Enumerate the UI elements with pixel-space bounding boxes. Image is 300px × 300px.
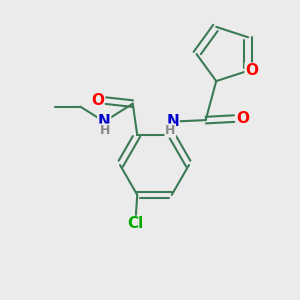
Text: N: N (98, 114, 111, 129)
Text: O: O (236, 111, 249, 126)
Text: H: H (165, 124, 175, 137)
Text: O: O (245, 63, 258, 78)
Text: N: N (166, 114, 179, 129)
Text: H: H (100, 124, 110, 137)
Text: Cl: Cl (128, 217, 144, 232)
Text: O: O (91, 93, 104, 108)
